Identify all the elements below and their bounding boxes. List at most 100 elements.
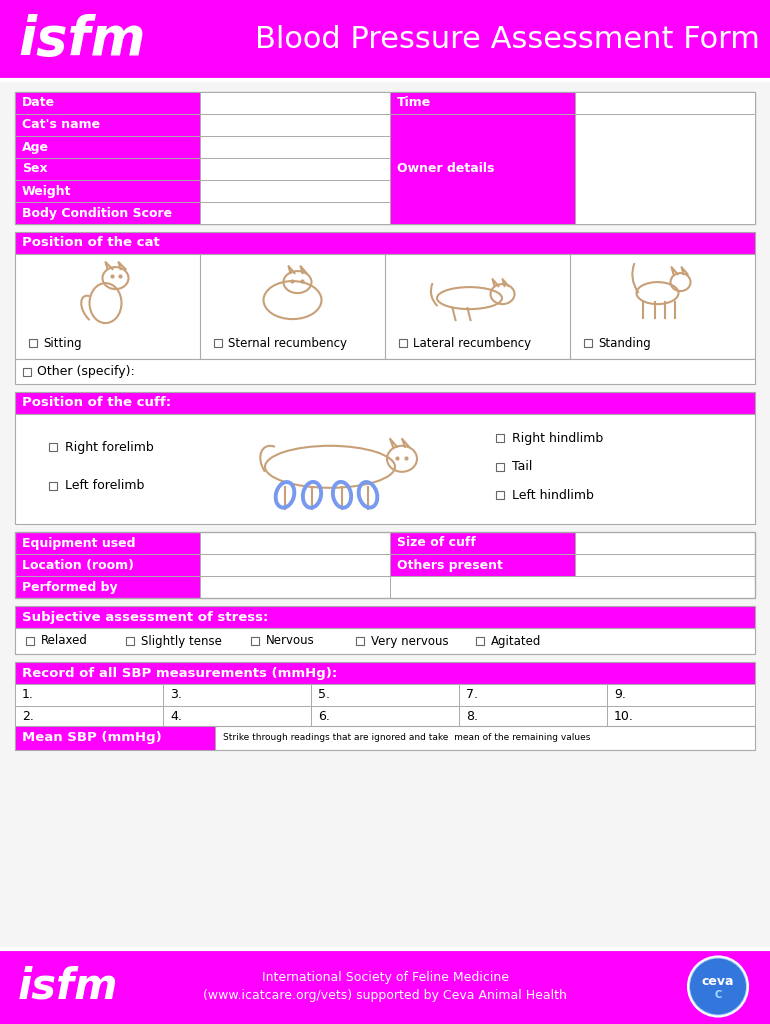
Bar (15, 414, 755, 524)
Bar (200, 180, 390, 202)
Bar (15, 392, 755, 414)
Bar (15, 136, 200, 158)
Bar (15, 726, 755, 750)
Bar (15, 232, 755, 254)
Bar (476, 637, 484, 645)
Text: Date: Date (22, 96, 55, 110)
Text: Performed by: Performed by (22, 581, 118, 594)
Text: 5.: 5. (318, 688, 330, 701)
Bar (15, 254, 755, 359)
Text: Position of the cuff:: Position of the cuff: (22, 396, 171, 410)
Text: isfm: isfm (18, 966, 119, 1008)
Bar (607, 706, 755, 728)
Text: Others present: Others present (397, 558, 503, 571)
Bar (29, 339, 37, 347)
Text: Owner details: Owner details (397, 163, 494, 175)
Text: Weight: Weight (22, 184, 72, 198)
Text: 1.: 1. (22, 688, 34, 701)
Bar (200, 202, 390, 224)
Bar (15, 114, 200, 136)
Text: 7.: 7. (466, 688, 478, 701)
Circle shape (690, 958, 746, 1015)
Bar (163, 684, 311, 706)
Text: Age: Age (22, 140, 49, 154)
Text: Right hindlimb: Right hindlimb (512, 432, 603, 444)
Bar (496, 434, 504, 442)
Bar (126, 637, 134, 645)
Bar (0, 0, 770, 80)
Text: Position of the cat: Position of the cat (22, 237, 159, 250)
Bar (15, 662, 755, 684)
Bar (15, 359, 755, 384)
Bar (15, 92, 755, 224)
Text: 3.: 3. (170, 688, 182, 701)
Bar (15, 202, 200, 224)
Text: Left forelimb: Left forelimb (65, 479, 145, 492)
Text: Relaxed: Relaxed (41, 635, 88, 647)
Bar (15, 532, 755, 598)
Bar (311, 706, 459, 728)
Text: Cat's name: Cat's name (22, 119, 100, 131)
Bar (0, 949, 770, 1024)
Bar (251, 637, 259, 645)
Text: 8.: 8. (466, 711, 478, 724)
Bar (496, 492, 504, 500)
Text: isfm: isfm (18, 14, 146, 66)
Text: Size of cuff: Size of cuff (397, 537, 476, 550)
Bar (23, 368, 31, 376)
Text: 4.: 4. (170, 711, 182, 724)
Bar (575, 114, 755, 224)
Text: International Society of Feline Medicine: International Society of Feline Medicine (262, 971, 508, 984)
Text: Very nervous: Very nervous (371, 635, 449, 647)
Text: ceva: ceva (701, 975, 735, 988)
Bar (15, 180, 200, 202)
Text: Right forelimb: Right forelimb (65, 440, 154, 454)
Bar (390, 114, 575, 224)
Bar (584, 339, 592, 347)
Text: 6.: 6. (318, 711, 330, 724)
Bar (15, 606, 755, 628)
Bar (163, 706, 311, 728)
Bar (15, 684, 163, 706)
Bar (459, 706, 607, 728)
Text: 2.: 2. (22, 711, 34, 724)
Text: Sex: Sex (22, 163, 48, 175)
Bar (399, 339, 407, 347)
Bar (607, 684, 755, 706)
Bar (15, 554, 200, 575)
Bar (356, 637, 364, 645)
Bar (200, 114, 390, 136)
Text: Agitated: Agitated (491, 635, 541, 647)
Bar (575, 92, 755, 114)
Bar (200, 575, 390, 598)
Text: (www.icatcare.org/vets) supported by Ceva Animal Health: (www.icatcare.org/vets) supported by Cev… (203, 989, 567, 1002)
Bar (390, 575, 755, 598)
Text: Lateral recumbency: Lateral recumbency (413, 337, 531, 349)
Text: Mean SBP (mmHg): Mean SBP (mmHg) (22, 731, 162, 744)
Bar (390, 554, 575, 575)
Text: 10.: 10. (614, 711, 634, 724)
Bar (0, 80, 770, 949)
Text: Strike through readings that are ignored and take  mean of the remaining values: Strike through readings that are ignored… (223, 733, 591, 742)
Bar (15, 92, 200, 114)
Bar (575, 532, 755, 554)
Circle shape (688, 956, 748, 1017)
Bar (49, 443, 57, 451)
Text: Sitting: Sitting (43, 337, 82, 349)
Bar (15, 628, 755, 654)
Bar (15, 532, 200, 554)
Bar (200, 554, 390, 575)
Bar (15, 575, 200, 598)
Text: Record of all SBP measurements (mmHg):: Record of all SBP measurements (mmHg): (22, 667, 337, 680)
Text: Nervous: Nervous (266, 635, 315, 647)
Text: Subjective assessment of stress:: Subjective assessment of stress: (22, 610, 269, 624)
Text: Blood Pressure Assessment Form: Blood Pressure Assessment Form (255, 26, 760, 54)
Text: Tail: Tail (512, 461, 532, 473)
Text: 9.: 9. (614, 688, 626, 701)
Bar (200, 92, 390, 114)
Text: C: C (715, 989, 721, 999)
Bar (214, 339, 222, 347)
Bar (200, 136, 390, 158)
Text: Other (specify):: Other (specify): (37, 365, 135, 378)
Bar (15, 158, 200, 180)
